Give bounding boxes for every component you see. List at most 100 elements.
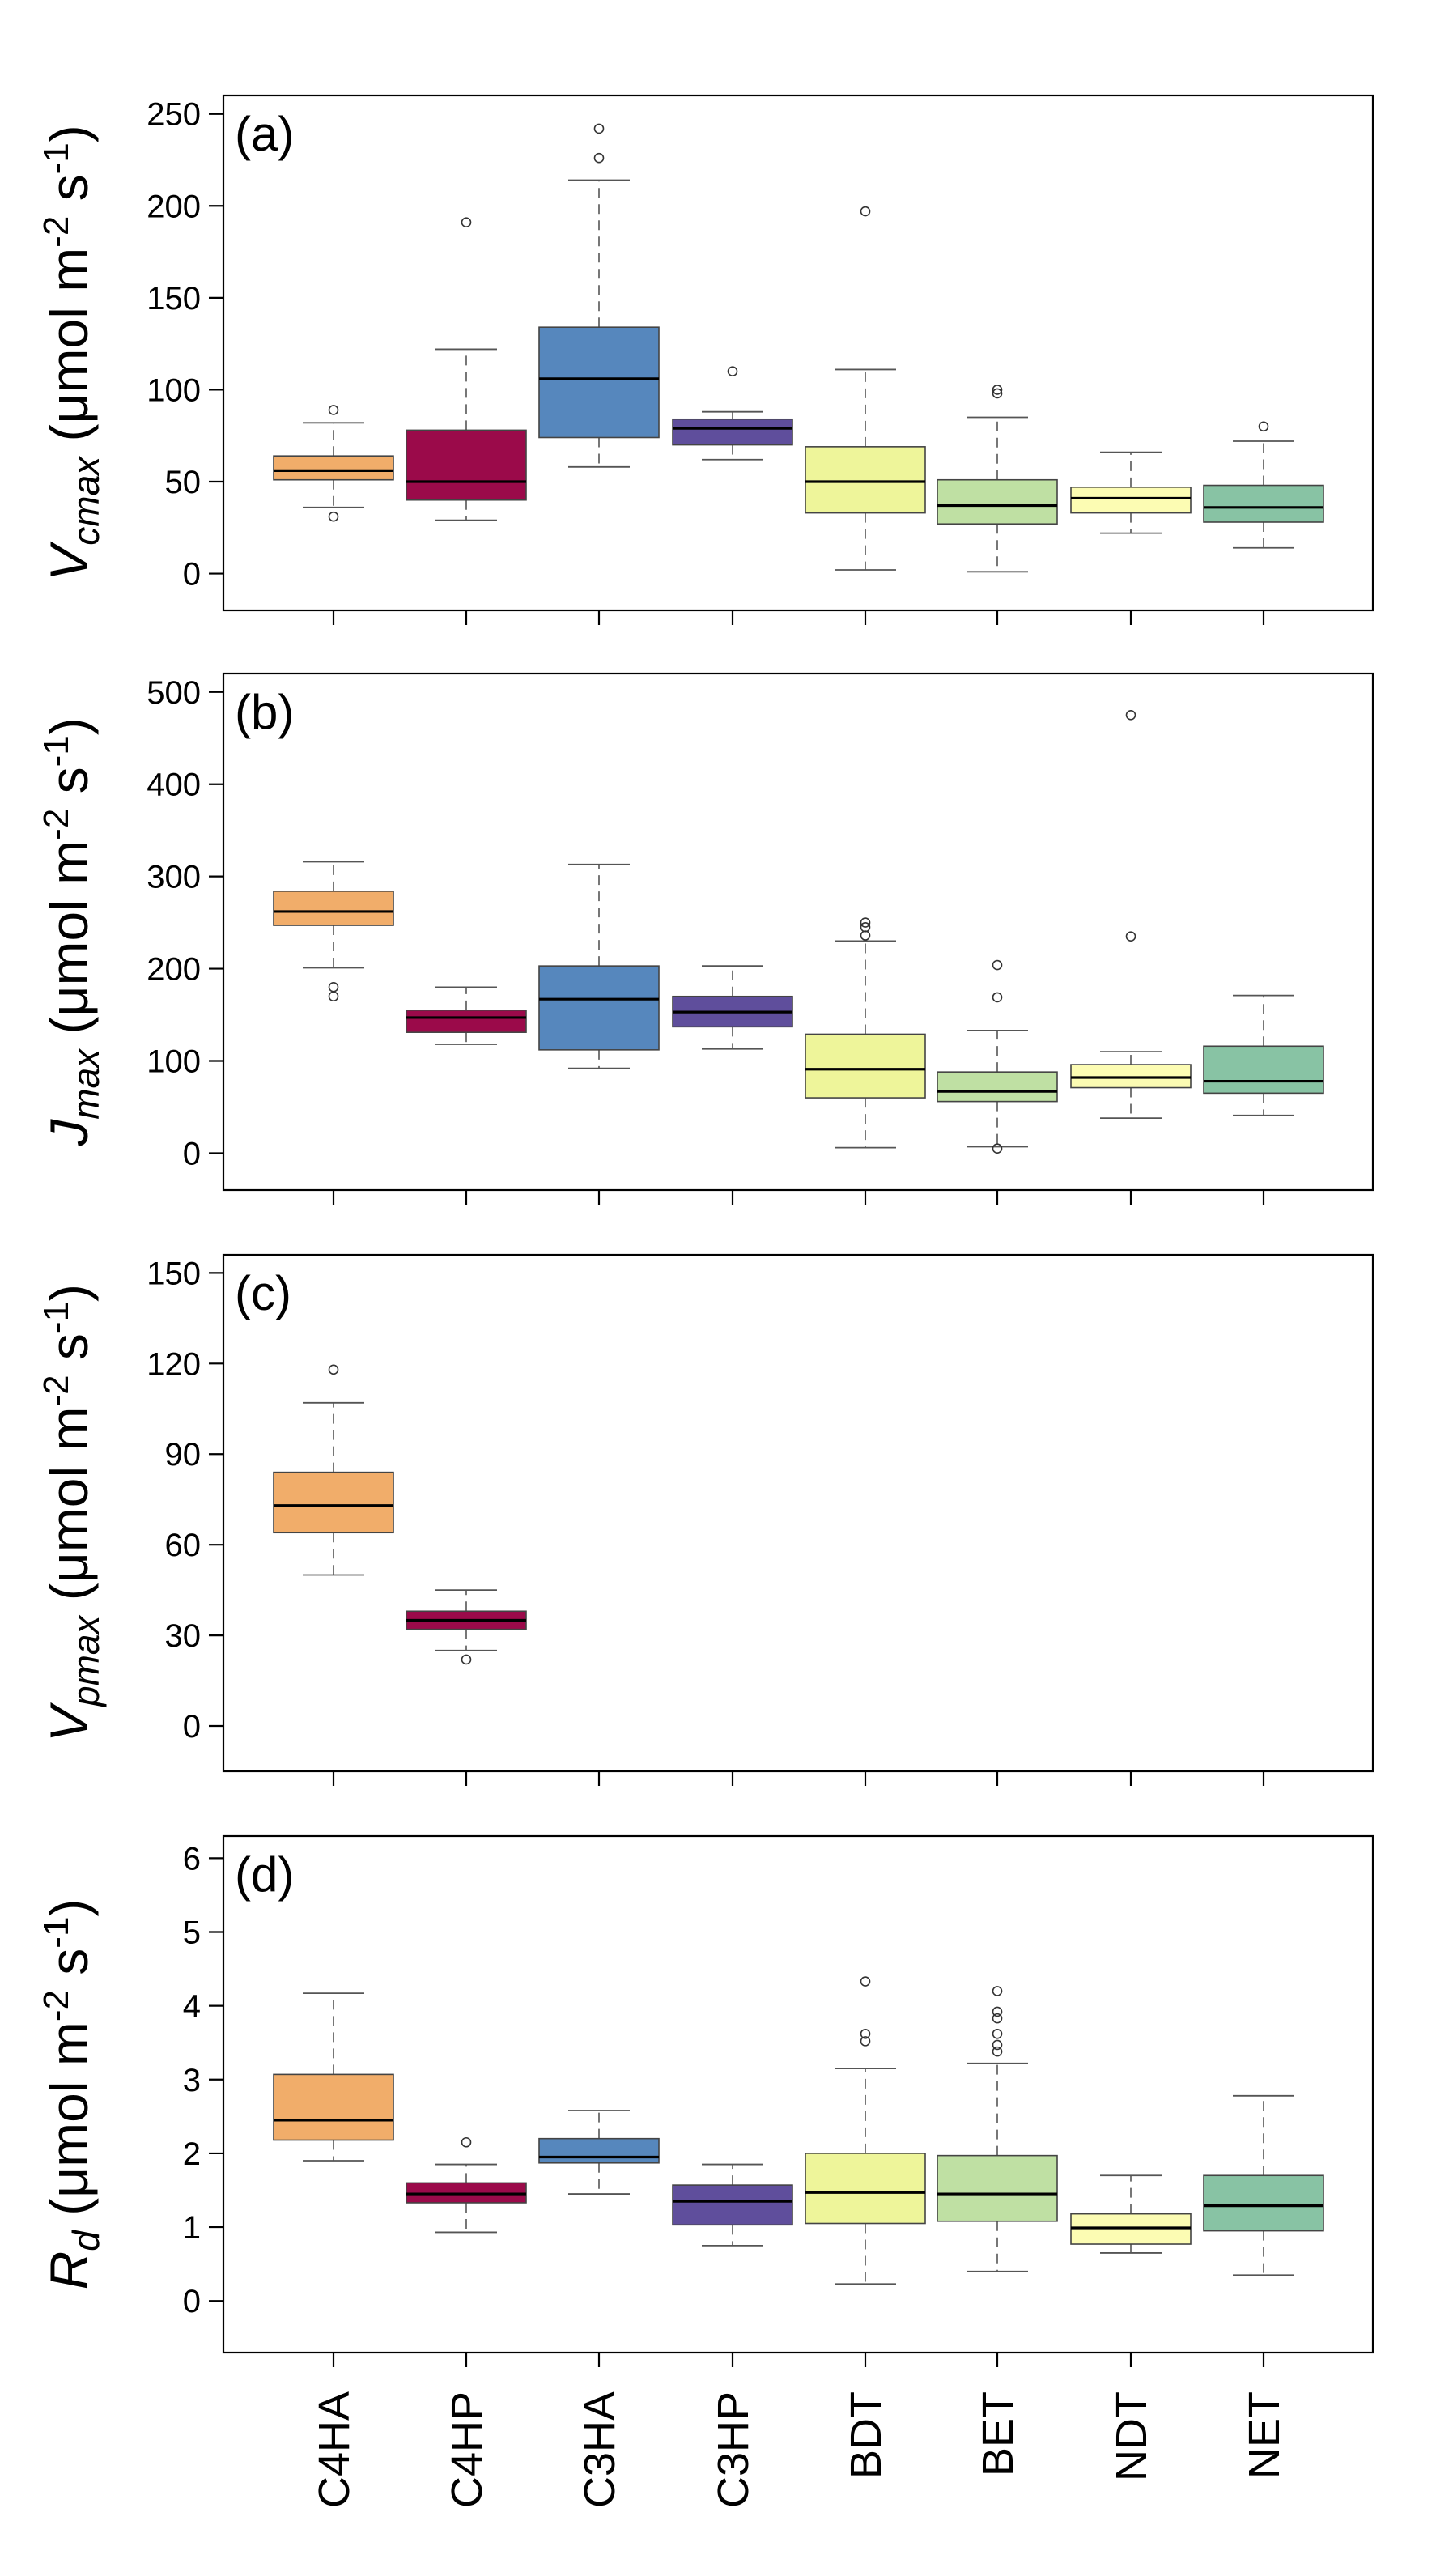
box-iqr — [805, 1033, 926, 1099]
box-net — [1203, 994, 1324, 1116]
y-tick-label: 6 — [183, 1841, 201, 1877]
y-tick-label: 200 — [147, 189, 201, 224]
y-tick-label: 100 — [147, 1044, 201, 1080]
box-iqr — [273, 2073, 394, 2141]
box-iqr — [273, 1471, 394, 1534]
box-c4ha — [273, 861, 394, 1002]
box-ndt — [1070, 709, 1192, 1120]
plot-frame — [222, 94, 1374, 612]
box-ndt — [1070, 2174, 1192, 2254]
y-tick-label: 500 — [147, 675, 201, 711]
box-bdt — [805, 1976, 926, 2285]
outlier-point — [1125, 709, 1136, 721]
category-label-c3ha: C3HA — [576, 2391, 624, 2508]
y-tick-label: 0 — [183, 1136, 201, 1171]
category-label-bet: BET — [974, 2391, 1022, 2476]
box-bet — [937, 959, 1058, 1154]
panel-label: (d) — [235, 1847, 294, 1902]
box-c3ha — [538, 123, 660, 468]
box-iqr — [805, 446, 926, 514]
box-iqr — [1070, 487, 1192, 514]
y-tick-label: 120 — [147, 1346, 201, 1382]
box-iqr — [1070, 1064, 1192, 1089]
box-iqr — [937, 2154, 1058, 2222]
y-tick-label: 90 — [165, 1437, 202, 1473]
plot-frame — [222, 672, 1374, 1192]
box-iqr — [538, 2137, 660, 2164]
y-axis-title: Rd (μmol m-2 s-1) — [36, 1899, 107, 2290]
outlier-point — [328, 982, 339, 993]
category-axis-labels: C4HA C4HP C3HA C3HP BDT BET NDT NET — [310, 2391, 1289, 2508]
category-label-c4hp: C4HP — [443, 2391, 491, 2508]
box-c4ha — [273, 1364, 394, 1576]
box-iqr — [1203, 2174, 1324, 2232]
y-tick-label: 100 — [147, 372, 201, 408]
box-c4ha — [273, 1992, 394, 2162]
box-iqr — [273, 891, 394, 926]
box-bdt — [805, 206, 926, 571]
box-c4hp — [406, 986, 527, 1045]
outlier-point — [992, 992, 1003, 1003]
y-tick-label: 3 — [183, 2063, 201, 2098]
outlier-point — [992, 385, 1003, 395]
y-tick-label: 60 — [165, 1528, 202, 1563]
y-tick-label: 400 — [147, 767, 201, 803]
outlier-point — [992, 2028, 1003, 2039]
outlier-point — [727, 366, 738, 377]
panel-label: (a) — [235, 107, 294, 161]
y-tick-label: 200 — [147, 952, 201, 988]
box-iqr — [672, 418, 793, 446]
y-axis-title: Vpmax (μmol m-2 s-1) — [36, 1284, 107, 1742]
outlier-point — [860, 206, 871, 217]
category-label-c3hp: C3HP — [709, 2391, 758, 2508]
box-c4hp — [406, 217, 527, 521]
box-c3ha — [538, 863, 660, 1069]
y-tick-label: 1 — [183, 2210, 201, 2246]
box-iqr — [406, 1010, 527, 1033]
y-tick-label: 0 — [183, 557, 201, 593]
box-iqr — [1203, 484, 1324, 523]
outlier-point — [860, 922, 871, 933]
box-iqr — [538, 965, 660, 1051]
y-tick-label: 4 — [183, 1989, 201, 2025]
box-bdt — [805, 917, 926, 1149]
outlier-point — [860, 2028, 871, 2039]
box-iqr — [273, 455, 394, 481]
outlier-point — [992, 2039, 1003, 2051]
outlier-point — [328, 511, 339, 522]
outlier-point — [992, 2006, 1003, 2017]
category-label-net: NET — [1240, 2391, 1289, 2479]
box-iqr — [538, 326, 660, 439]
outlier-point — [593, 123, 605, 134]
y-tick-label: 5 — [183, 1915, 201, 1950]
box-iqr — [1203, 1045, 1324, 1095]
outlier-point — [992, 388, 1003, 399]
y-tick-label: 0 — [183, 2284, 201, 2319]
y-tick-label: 150 — [147, 1256, 201, 1291]
box-c3hp — [672, 366, 793, 461]
plot-frame — [222, 1253, 1374, 1773]
outlier-point — [992, 2046, 1003, 2057]
box-iqr — [937, 478, 1058, 525]
plot-frame — [222, 1834, 1374, 2354]
y-tick-label: 300 — [147, 860, 201, 895]
outlier-point — [860, 2036, 871, 2047]
box-ndt — [1070, 451, 1192, 534]
y-axis-title: Vcmax (μmol m-2 s-1) — [36, 125, 107, 581]
box-c4hp — [406, 1589, 527, 1665]
box-c4ha — [273, 405, 394, 522]
box-net — [1203, 2094, 1324, 2276]
box-iqr — [406, 429, 527, 501]
outlier-point — [992, 2013, 1003, 2024]
outlier-point — [1258, 421, 1269, 432]
category-label-ndt: NDT — [1107, 2391, 1156, 2481]
panel-b: 0 100 200 300 400 500 (b) Jmax (μmol m-2 s-1) — [36, 672, 1374, 1205]
outlier-point — [461, 1654, 472, 1665]
y-tick-label: 0 — [183, 1709, 201, 1745]
outlier-point — [992, 959, 1003, 971]
y-tick-label: 150 — [147, 281, 201, 317]
y-tick-label: 50 — [165, 465, 202, 500]
box-net — [1203, 421, 1324, 549]
